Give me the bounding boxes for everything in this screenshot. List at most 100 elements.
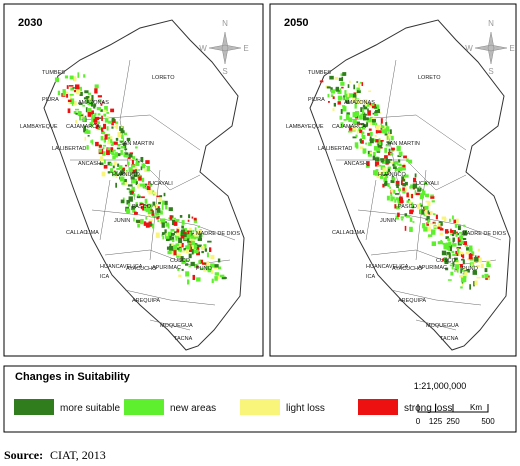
suitability-patch xyxy=(210,263,215,268)
suitability-patch xyxy=(403,165,406,168)
suitability-patch xyxy=(385,144,391,147)
suitability-patch xyxy=(462,275,467,279)
suitability-patch xyxy=(103,123,107,129)
suitability-patch xyxy=(131,186,135,193)
suitability-patch xyxy=(214,272,219,276)
suitability-patch xyxy=(163,192,166,197)
suitability-patch xyxy=(177,227,180,230)
suitability-patch xyxy=(455,260,459,264)
suitability-patch xyxy=(409,210,414,215)
region-label: MOQUEGUA xyxy=(426,323,459,329)
suitability-patch xyxy=(115,121,119,125)
suitability-patch xyxy=(173,250,177,256)
region-border xyxy=(357,209,502,241)
map-panel: 2050 N S W E TUMBES PIURA LORETO AMAZONAS LAMBAYE… xyxy=(284,17,515,351)
suitability-patch xyxy=(382,183,385,188)
suitability-patch xyxy=(346,112,350,116)
suitability-patch xyxy=(101,171,106,177)
suitability-patch xyxy=(356,90,361,94)
suitability-patch xyxy=(84,128,89,134)
suitability-patch xyxy=(481,274,484,278)
suitability-patch xyxy=(368,142,372,146)
suitability-patch xyxy=(199,259,204,264)
suitability-patch xyxy=(152,201,156,207)
suitability-patch xyxy=(188,253,192,259)
suitability-patch xyxy=(113,161,117,166)
suitability-patch xyxy=(425,193,429,198)
suitability-patch xyxy=(125,171,128,176)
suitability-patch xyxy=(398,170,401,172)
region-label: CALLAO xyxy=(332,230,354,236)
region-border xyxy=(149,319,191,331)
suitability-patch xyxy=(404,213,408,217)
suitability-patch xyxy=(201,250,204,254)
suitability-patch xyxy=(407,194,411,198)
suitability-patch xyxy=(364,117,369,121)
suitability-patch xyxy=(106,112,109,114)
suitability-patch xyxy=(379,146,383,149)
suitability-patch xyxy=(441,216,446,220)
suitability-patch xyxy=(136,174,141,177)
suitability-patch xyxy=(380,139,384,142)
suitability-patch xyxy=(476,276,481,279)
suitability-patch xyxy=(185,249,189,254)
suitability-patch xyxy=(349,93,353,98)
region-label: PUNO xyxy=(462,266,479,272)
suitability-patch xyxy=(405,215,411,218)
suitability-patch xyxy=(477,248,480,252)
suitability-patch xyxy=(349,125,351,129)
suitability-patch xyxy=(126,137,131,142)
suitability-patch xyxy=(104,106,108,112)
suitability-patch xyxy=(141,163,146,169)
suitability-patch xyxy=(453,219,458,224)
suitability-patch xyxy=(137,224,140,228)
suitability-patch xyxy=(136,195,141,199)
suitability-patch xyxy=(384,147,387,153)
suitability-patch xyxy=(333,102,337,107)
suitability-patch xyxy=(339,115,343,120)
suitability-patch xyxy=(187,219,190,222)
suitability-patch xyxy=(380,160,384,163)
suitability-patch xyxy=(341,86,344,89)
suitability-patch xyxy=(462,237,467,240)
suitability-patch xyxy=(158,201,161,205)
suitability-patch xyxy=(74,108,79,111)
suitability-patch xyxy=(159,219,165,222)
suitability-patch xyxy=(121,134,124,139)
suitability-patch xyxy=(84,136,87,141)
suitability-patch xyxy=(392,166,397,170)
suitability-patch xyxy=(172,251,175,257)
suitability-patch xyxy=(448,241,452,247)
suitability-patch xyxy=(152,205,155,208)
suitability-patch xyxy=(403,177,406,179)
suitability-patch xyxy=(361,134,366,140)
suitability-patch xyxy=(207,240,212,243)
suitability-patch xyxy=(173,246,177,251)
suitability-patch xyxy=(444,258,449,265)
legend-swatch xyxy=(358,399,398,415)
suitability-patch xyxy=(385,126,390,132)
suitability-patch xyxy=(106,126,109,131)
suitability-patch xyxy=(362,109,365,115)
suitability-patch xyxy=(177,247,183,252)
suitability-patch xyxy=(137,161,140,163)
suitability-patch xyxy=(196,277,201,282)
suitability-patch xyxy=(121,168,125,175)
suitability-patch xyxy=(181,225,184,229)
suitability-patch xyxy=(120,130,125,134)
suitability-patch xyxy=(154,215,157,218)
suitability-patch xyxy=(75,112,79,115)
suitability-patch xyxy=(380,158,385,161)
suitability-patch xyxy=(111,153,116,156)
suitability-patch xyxy=(469,245,473,251)
suitability-patch xyxy=(340,82,345,86)
compass-letter: W xyxy=(465,44,473,53)
suitability-patch xyxy=(459,235,464,240)
panel-title: 2050 xyxy=(284,17,308,29)
suitability-patch xyxy=(123,152,129,157)
compass-letter: S xyxy=(488,67,493,76)
suitability-patch xyxy=(176,228,180,233)
suitability-patch xyxy=(151,213,155,216)
region-label: AREQUIPA xyxy=(132,298,160,304)
suitability-patch xyxy=(133,211,137,215)
